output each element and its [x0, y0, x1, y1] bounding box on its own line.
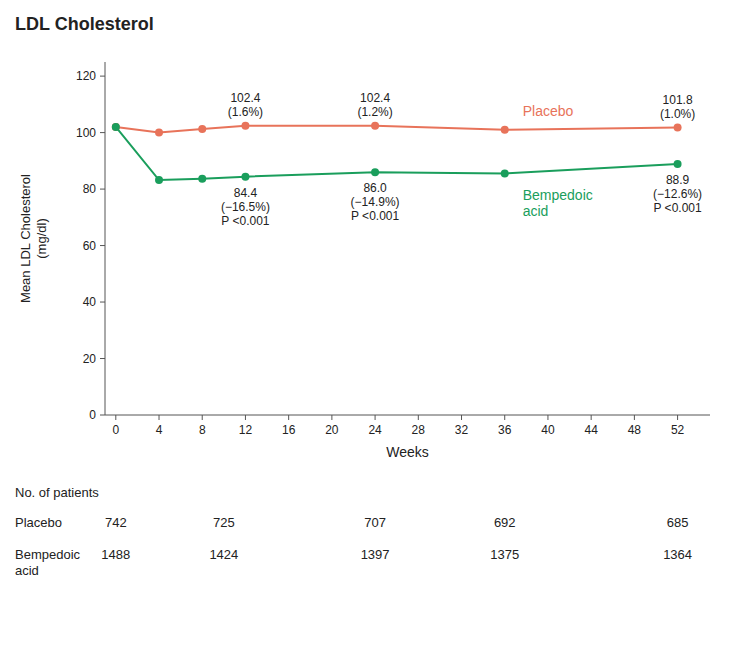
y-tick — [100, 76, 105, 77]
x-tick-label: 52 — [671, 423, 685, 437]
y-tick — [100, 245, 105, 246]
table-value: 685 — [667, 515, 689, 530]
data-point — [198, 175, 206, 183]
y-axis-label: Mean LDL Cholesterol(mg/dl) — [18, 174, 49, 303]
x-tick-label: 24 — [368, 423, 382, 437]
plot-area — [112, 122, 682, 184]
x-tick-label: 12 — [239, 423, 253, 437]
data-point — [371, 168, 379, 176]
table-row-label: Placebo — [15, 515, 62, 530]
y-tick — [100, 132, 105, 133]
table-value: 1364 — [663, 547, 692, 562]
data-point — [112, 123, 120, 131]
table-value: 742 — [105, 515, 127, 530]
data-point — [371, 122, 379, 130]
data-point — [241, 122, 249, 130]
table-value: 1375 — [490, 547, 519, 562]
data-point — [674, 160, 682, 168]
axes: 0481216202428323640444852020406080100120 — [76, 62, 710, 437]
data-point — [112, 123, 120, 131]
y-tick-label: 20 — [83, 352, 97, 366]
y-tick-label: 100 — [76, 126, 96, 140]
x-tick-label: 20 — [325, 423, 339, 437]
x-tick — [245, 415, 246, 420]
y-tick — [100, 358, 105, 359]
annotation: 102.4(1.2%) — [357, 91, 392, 119]
x-tick-label: 28 — [412, 423, 426, 437]
annotation: 84.4(−16.5%)P <0.001 — [221, 186, 270, 228]
x-tick-label: 48 — [628, 423, 642, 437]
series-label: Bempedoicacid — [523, 187, 593, 219]
y-tick-label: 40 — [83, 295, 97, 309]
x-tick — [677, 415, 678, 420]
x-tick — [591, 415, 592, 420]
x-tick — [461, 415, 462, 420]
y-tick-label: 80 — [83, 182, 97, 196]
annotation: 101.8(1.0%) — [660, 93, 695, 121]
x-axis-label: Weeks — [386, 444, 429, 460]
data-point — [241, 173, 249, 181]
series-label: Placebo — [523, 103, 574, 119]
x-tick — [115, 415, 116, 420]
data-point — [155, 129, 163, 137]
x-tick — [634, 415, 635, 420]
x-tick-label: 44 — [584, 423, 598, 437]
table-value: 1397 — [361, 547, 390, 562]
x-tick — [418, 415, 419, 420]
x-tick — [202, 415, 203, 420]
x-tick — [331, 415, 332, 420]
table-value: 725 — [213, 515, 235, 530]
annotation: 86.0(−14.9%)P <0.001 — [351, 181, 400, 223]
x-tick-label: 32 — [455, 423, 469, 437]
y-tick — [100, 189, 105, 190]
x-tick — [547, 415, 548, 420]
data-point — [198, 125, 206, 133]
table-value: 1488 — [101, 547, 130, 562]
y-tick-label: 120 — [76, 69, 96, 83]
x-tick-label: 16 — [282, 423, 296, 437]
annotation: 102.4(1.6%) — [228, 91, 263, 119]
x-tick-label: 4 — [156, 423, 163, 437]
table-value: 707 — [364, 515, 386, 530]
x-tick — [375, 415, 376, 420]
annotation: 88.9(−12.6%)P <0.001 — [653, 173, 702, 215]
series-line — [116, 127, 678, 180]
x-axis-line — [105, 415, 710, 416]
data-point — [674, 124, 682, 132]
x-tick-label: 8 — [199, 423, 206, 437]
y-axis-line — [105, 62, 106, 415]
table-value: 1424 — [209, 547, 238, 562]
data-point — [501, 126, 509, 134]
title: LDL Cholesterol — [15, 14, 154, 34]
data-point — [155, 176, 163, 184]
x-tick-label: 36 — [498, 423, 512, 437]
data-point — [501, 170, 509, 178]
table-value: 692 — [494, 515, 516, 530]
x-tick-label: 40 — [541, 423, 555, 437]
x-tick — [159, 415, 160, 420]
chart: LDL Cholesterol0481216202428323640444852… — [0, 0, 735, 656]
table-row-label: Bempedoicacid — [15, 547, 81, 578]
y-tick-label: 0 — [89, 408, 96, 422]
x-tick — [504, 415, 505, 420]
x-tick — [288, 415, 289, 420]
y-tick — [100, 415, 105, 416]
y-tick — [100, 302, 105, 303]
y-tick-label: 60 — [83, 239, 97, 253]
series-line — [116, 126, 678, 133]
table-header: No. of patients — [15, 485, 99, 500]
x-tick-label: 0 — [112, 423, 119, 437]
